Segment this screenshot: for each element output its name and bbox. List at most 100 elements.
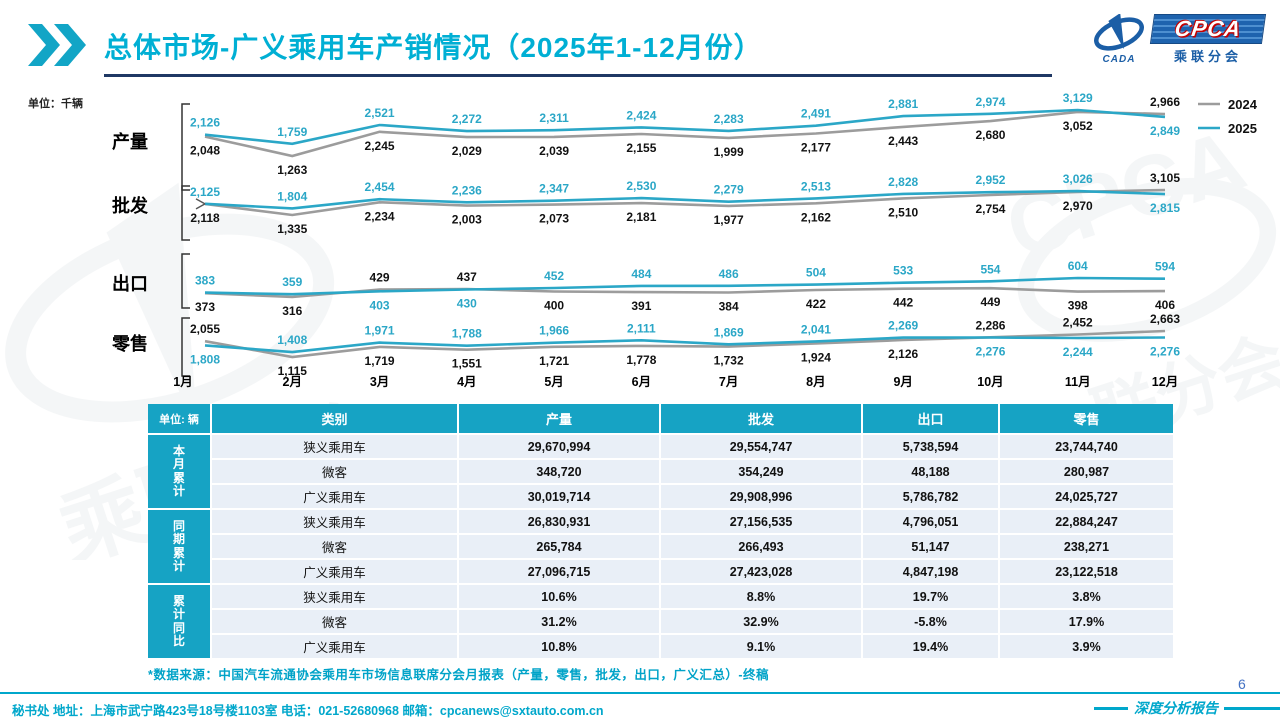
series-line-2025 (204, 108, 1166, 146)
value-label-2024: 2,754 (975, 202, 1005, 216)
value-label-2025: 594 (1155, 260, 1175, 274)
month-label: 8月 (806, 375, 825, 389)
category-cell: 微客 (212, 610, 457, 633)
panel-label: 零售 (111, 333, 148, 354)
column-header: 产量 (459, 404, 659, 433)
value-label-2024: 2,966 (1150, 95, 1180, 109)
chart-unit-label: 单位：千辆 (28, 98, 83, 110)
page-number: 6 (1238, 676, 1246, 692)
line-chart-panels: 产量 2,126 2,048 1,759 1,263 2,521 2,245 2,272 2,0… (111, 91, 1258, 389)
value-cell: 348,720 (459, 460, 659, 483)
month-label: 11月 (1065, 375, 1091, 389)
cpca-label: CPCA (1173, 16, 1243, 41)
month-label: 4月 (457, 375, 476, 389)
value-label-2025: 2,513 (801, 179, 831, 193)
value-label-2024: 442 (893, 296, 913, 310)
value-label-2024: 1,924 (801, 350, 831, 364)
value-cell: 5,786,782 (863, 485, 998, 508)
value-label-2025: 2,269 (888, 319, 918, 333)
value-label-2024: 2,510 (888, 205, 918, 219)
value-cell: 23,744,740 (1000, 435, 1173, 458)
value-label-2024: 2,118 (190, 211, 220, 225)
month-label: 7月 (719, 375, 738, 389)
report-label-dash-right (1224, 706, 1280, 710)
value-label-2024: 2,162 (801, 210, 831, 224)
value-label-2024: 406 (1155, 298, 1175, 312)
value-label-2025: 2,126 (190, 116, 220, 130)
cada-swoosh-icon (1094, 14, 1144, 51)
series-line-2024 (204, 110, 1166, 158)
series-line-2025 (204, 276, 1166, 296)
value-label-2025: 1,788 (452, 327, 482, 341)
cada-logo: CADA (1092, 14, 1146, 65)
value-label-2024: 2,443 (888, 134, 918, 148)
table-unit-label: 单位: 辆 (148, 404, 210, 433)
month-label: 6月 (632, 375, 651, 389)
value-label-2025: 486 (719, 267, 739, 281)
month-label: 2月 (283, 375, 302, 389)
category-cell: 广义乘用车 (212, 560, 457, 583)
value-label-2024: 2,048 (190, 144, 220, 158)
value-label-2024: 2,126 (888, 347, 918, 361)
category-cell: 狭义乘用车 (212, 585, 457, 608)
value-label-2025: 2,828 (888, 175, 918, 189)
axis-bracket (181, 103, 190, 191)
value-label-2024: 2,452 (1063, 316, 1093, 330)
value-label-2024: 373 (195, 300, 215, 314)
value-cell: 32.9% (661, 610, 861, 633)
panel-label: 产量 (112, 131, 148, 152)
value-label-2025: 2,347 (539, 182, 569, 196)
month-label: 12月 (1152, 375, 1178, 389)
value-label-2024: 384 (719, 300, 739, 314)
value-cell: 48,188 (863, 460, 998, 483)
value-label-2024: 422 (806, 297, 826, 311)
value-cell: 10.6% (459, 585, 659, 608)
value-label-2024: 429 (370, 271, 390, 285)
value-label-2025: 2,279 (714, 183, 744, 197)
value-label-2025: 484 (631, 267, 651, 281)
value-label-2025: 504 (806, 266, 826, 280)
page-title: 总体市场-广义乘用车产销情况（2025年1-12月份） (104, 26, 1052, 77)
value-cell: 27,423,028 (661, 560, 861, 583)
series-line-2025 (204, 336, 1166, 354)
category-cell: 广义乘用车 (212, 635, 457, 658)
value-label-2025: 430 (457, 296, 477, 310)
value-label-2025: 452 (544, 269, 564, 283)
row-group-label: 同 期 累 计 (148, 510, 210, 583)
month-label: 1月 (173, 375, 192, 389)
column-header: 类别 (212, 404, 457, 433)
value-label-2025: 2,424 (626, 108, 656, 122)
value-label-2025: 2,815 (1150, 201, 1180, 215)
value-cell: 265,784 (459, 535, 659, 558)
value-cell: 238,271 (1000, 535, 1173, 558)
value-label-2024: 2,055 (190, 322, 220, 336)
value-label-2025: 1,966 (539, 324, 569, 338)
value-cell: 29,908,996 (661, 485, 861, 508)
double-chevron-icon (28, 24, 86, 66)
footer-divider (0, 692, 1280, 694)
value-label-2024: 1,732 (714, 354, 744, 368)
value-cell: 27,096,715 (459, 560, 659, 583)
value-cell: 51,147 (863, 535, 998, 558)
value-label-2024: 1,263 (277, 163, 307, 177)
value-label-2025: 604 (1068, 259, 1088, 273)
value-label-2025: 533 (893, 264, 913, 278)
value-label-2025: 359 (282, 275, 302, 289)
value-label-2025: 2,521 (365, 106, 395, 120)
value-label-2025: 2,311 (539, 111, 569, 125)
value-label-2025: 1,408 (277, 333, 307, 347)
value-label-2024: 2,245 (365, 139, 395, 153)
column-header: 零售 (1000, 404, 1173, 433)
value-label-2025: 1,804 (277, 189, 307, 203)
category-cell: 狭义乘用车 (212, 435, 457, 458)
value-label-2024: 2,663 (1150, 312, 1180, 326)
value-label-2024: 1,778 (626, 353, 656, 367)
value-cell: 17.9% (1000, 610, 1173, 633)
value-label-2024: 391 (631, 299, 651, 313)
value-label-2024: 1,999 (714, 145, 744, 159)
value-label-2025: 2,952 (975, 173, 1005, 187)
value-label-2025: 1,808 (190, 352, 220, 366)
value-cell: 354,249 (661, 460, 861, 483)
cada-label: CADA (1102, 54, 1136, 65)
